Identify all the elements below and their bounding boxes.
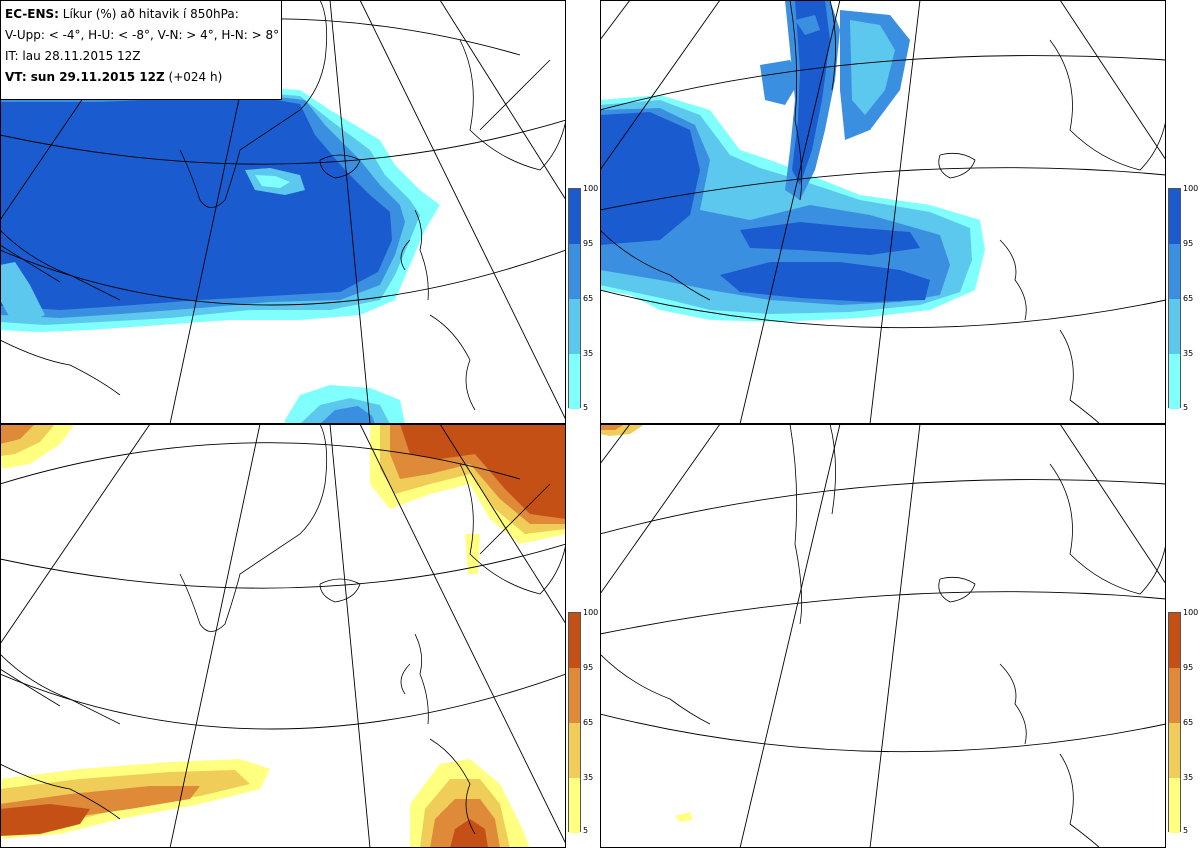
colorbar-tick-label: 65 (583, 718, 594, 727)
valid-time: VT: sun 29.11.2015 12Z (5, 70, 165, 84)
colorbar-tick-label: 65 (583, 294, 594, 303)
colorbar-tick-label: 95 (583, 663, 594, 672)
graticule (600, 0, 1166, 424)
colorbar-tick-label: 100 (583, 608, 599, 617)
colorbar-tick-label: 5 (583, 826, 589, 835)
graticule (600, 424, 1166, 848)
colorbar-warm (568, 612, 581, 833)
colorbar-segment (569, 778, 580, 833)
colorbar-segment (1169, 668, 1180, 723)
probability-map (600, 424, 1166, 848)
coastlines (0, 424, 566, 835)
colorbar-segment (1169, 723, 1180, 778)
map-title-box: EC-ENS: Líkur (%) að hitavik í 850hPa: V… (0, 0, 282, 100)
valid-time-row: VT: sun 29.11.2015 12Z (+024 h) (5, 67, 277, 88)
colorbar-cold (568, 188, 581, 409)
colorbar-segment (569, 244, 580, 299)
colorbar-segment (569, 189, 580, 244)
probability-field (600, 424, 693, 822)
colorbar-segment (1169, 244, 1180, 299)
map-panel-warm-8 (600, 424, 1166, 848)
colorbar-segment (1169, 778, 1180, 833)
map-panel-warm-4 (0, 424, 566, 848)
colorbar-tick-label: 100 (1183, 184, 1199, 193)
colorbar-tick-label: 65 (1183, 718, 1194, 727)
map-title: Líkur (%) að hitavik í 850hPa: (58, 7, 239, 21)
colorbar-segment (1169, 299, 1180, 354)
thresholds-text: V-Upp: < -4°, H-U: < -8°, V-N: > 4°, H-N… (5, 28, 280, 42)
forecast-lead: (+024 h) (164, 70, 223, 84)
probability-field (600, 0, 985, 322)
colorbar-tick-label: 5 (1183, 403, 1189, 412)
colorbar-tick-label: 65 (1183, 294, 1194, 303)
graticule (0, 424, 566, 848)
colorbar-segment (1169, 613, 1180, 668)
probability-map (0, 424, 566, 848)
probability-map (600, 0, 1166, 424)
colorbar-tick-label: 35 (583, 773, 594, 782)
initial-time: IT: lau 28.11.2015 12Z (5, 49, 141, 63)
colorbar-tick-label: 35 (1183, 349, 1194, 358)
colorbar-tick-label: 5 (1183, 826, 1189, 835)
title-row: EC-ENS: Líkur (%) að hitavik í 850hPa: (5, 4, 277, 25)
colorbar-segment (569, 723, 580, 778)
colorbar-segment (569, 613, 580, 668)
coastlines (600, 424, 1166, 848)
colorbar-tick-label: 95 (583, 239, 594, 248)
colorbar-tick-label: 5 (583, 403, 589, 412)
colorbar-segment (1169, 354, 1180, 409)
probability-field (0, 86, 440, 424)
map-panel-cold-4: EC-ENS: Líkur (%) að hitavik í 850hPa: V… (0, 0, 566, 424)
colorbar-tick-label: 95 (1183, 663, 1194, 672)
colorbar-tick-label: 35 (1183, 773, 1194, 782)
colorbar-tick-label: 100 (1183, 608, 1199, 617)
colorbar-segment (1169, 189, 1180, 244)
map-panel-cold-8 (600, 0, 1166, 424)
colorbar-segment (569, 354, 580, 409)
probability-field (0, 424, 566, 848)
colorbar-tick-label: 35 (583, 349, 594, 358)
colorbar-segment (569, 668, 580, 723)
coastlines (600, 0, 1166, 424)
colorbar-cold (1168, 188, 1181, 409)
colorbar-tick-label: 95 (1183, 239, 1194, 248)
colorbar-segment (569, 299, 580, 354)
colorbar-warm (1168, 612, 1181, 833)
model-name: EC-ENS: (5, 7, 59, 21)
coastlines (0, 0, 566, 411)
colorbar-tick-label: 100 (583, 184, 599, 193)
